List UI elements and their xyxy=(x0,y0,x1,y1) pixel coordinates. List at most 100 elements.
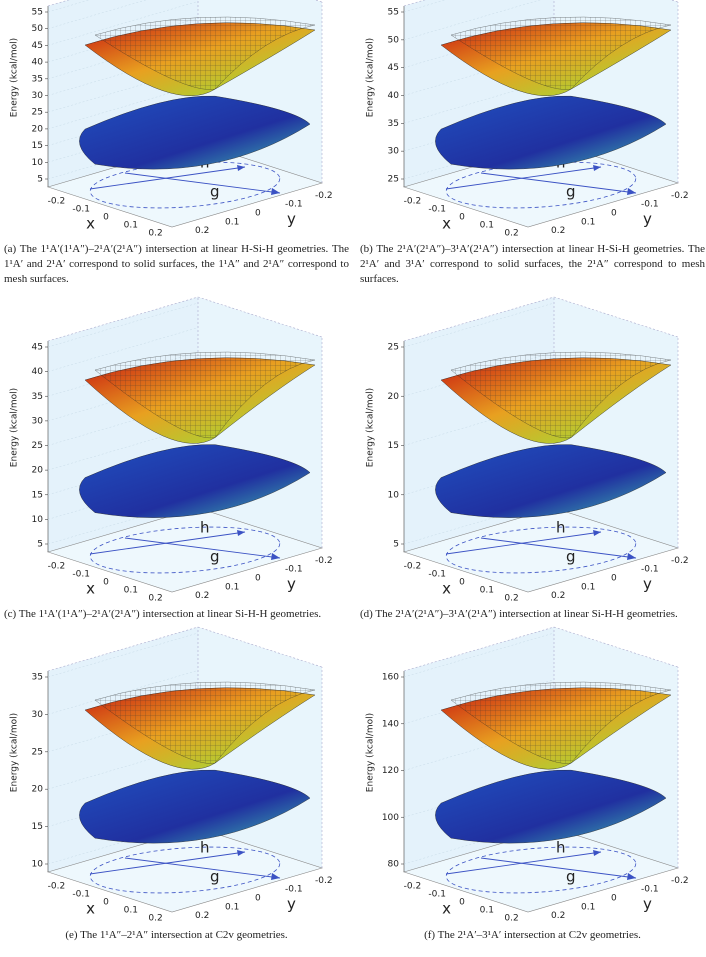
h-vector xyxy=(445,166,602,190)
z-tick-label: 10 xyxy=(32,860,44,870)
y-tick-label: 0.1 xyxy=(581,582,595,592)
box-edge xyxy=(553,626,679,668)
z-tick-label: 5 xyxy=(37,175,43,185)
z-axis-label: Energy (kcal/mol) xyxy=(10,38,20,117)
x-axis-label: x xyxy=(86,899,95,917)
z-tick-label: 20 xyxy=(32,124,44,134)
h-label: h xyxy=(556,839,566,857)
z-axis-label: Energy (kcal/mol) xyxy=(366,38,376,117)
x-tick-label: 0.1 xyxy=(124,221,138,231)
z-tick-label: 55 xyxy=(32,8,43,18)
z-tick-label: 15 xyxy=(388,441,399,451)
h-vector xyxy=(445,851,602,875)
z-tick-label: 45 xyxy=(32,343,43,353)
z-tick-label: 80 xyxy=(388,860,400,870)
z-tick-label: 50 xyxy=(388,35,400,45)
x-tick-label: 0.1 xyxy=(480,906,494,916)
y-tick-label: 0 xyxy=(255,209,261,219)
g-vector xyxy=(480,857,637,879)
arrowhead xyxy=(627,553,636,560)
y-tick-label: 0 xyxy=(611,209,617,219)
y-tick-label: 0.2 xyxy=(551,911,565,921)
x-tick-label: 0 xyxy=(103,898,109,908)
y-tick-label: -0.2 xyxy=(315,876,333,886)
arrowhead xyxy=(237,530,245,536)
branching-circle xyxy=(89,846,281,894)
caption: (c) The 1¹A′(1¹A″)–2¹A′(2¹A″) intersecti… xyxy=(4,608,322,620)
g-label: g xyxy=(210,548,220,566)
x-axis-label: x xyxy=(442,899,451,917)
h-label: h xyxy=(556,519,566,537)
y-tick-label: -0.1 xyxy=(641,200,659,210)
x-tick-label: -0.2 xyxy=(48,197,66,207)
x-axis-label: x xyxy=(86,214,95,232)
branching-circle xyxy=(445,526,637,574)
z-tick-label: 55 xyxy=(388,8,399,18)
y-tick-label: 0.1 xyxy=(225,217,239,227)
y-tick-label: -0.2 xyxy=(671,191,689,201)
x-tick-label: -0.1 xyxy=(428,205,446,215)
g-label: g xyxy=(566,548,576,566)
z-tick-label: 10 xyxy=(32,158,44,168)
z-tick-label: 30 xyxy=(388,147,400,157)
z-tick-label: 10 xyxy=(32,515,44,525)
z-tick-label: 25 xyxy=(32,441,43,451)
z-tick-label: 5 xyxy=(37,540,43,550)
x-tick-label: 0.1 xyxy=(480,586,494,596)
y-tick-label: 0.1 xyxy=(225,902,239,912)
caption: (a) The 1¹A′(1¹A″)–2¹A′(2¹A″) intersecti… xyxy=(4,243,349,285)
y-tick-label: 0.2 xyxy=(195,911,209,921)
g-label: g xyxy=(210,868,220,886)
z-tick-label: 40 xyxy=(32,58,44,68)
caption: (f) The 2¹A′–3¹A′ intersection at C2v ge… xyxy=(424,929,641,941)
arrowhead xyxy=(237,850,245,856)
lower-surface xyxy=(435,444,667,518)
y-axis-label: y xyxy=(643,575,652,593)
lower-surface xyxy=(79,95,311,170)
arrowhead xyxy=(627,188,636,195)
y-axis-label: y xyxy=(643,210,652,228)
z-tick-label: 140 xyxy=(382,719,399,729)
y-axis-label: y xyxy=(643,895,652,913)
h-label: h xyxy=(200,839,210,857)
x-tick-label: -0.1 xyxy=(428,890,446,900)
h-vector xyxy=(89,531,246,555)
arrowhead xyxy=(271,188,280,195)
y-tick-label: -0.2 xyxy=(671,556,689,566)
box-edge xyxy=(197,626,323,668)
z-tick-label: 5 xyxy=(393,540,399,550)
x-tick-label: 0.2 xyxy=(148,594,162,604)
z-tick-label: 15 xyxy=(32,822,43,832)
y-tick-label: 0.1 xyxy=(581,902,595,912)
z-tick-label: 160 xyxy=(382,673,399,683)
z-tick-label: 35 xyxy=(32,392,43,402)
y-tick-label: 0.2 xyxy=(195,226,209,236)
x-tick-label: 0 xyxy=(103,213,109,223)
z-axis-label: Energy (kcal/mol) xyxy=(366,713,376,792)
caption: (b) The 2¹A′(2¹A″)–3¹A′(2¹A″) intersecti… xyxy=(360,243,705,285)
x-tick-label: -0.2 xyxy=(48,882,66,892)
y-tick-label: 0.2 xyxy=(551,591,565,601)
y-axis-label: y xyxy=(287,575,296,593)
upper-mesh xyxy=(450,681,672,764)
y-axis-label: y xyxy=(287,895,296,913)
upper-mesh xyxy=(450,351,672,439)
y-axis-label: y xyxy=(287,210,296,228)
lower-surface xyxy=(435,769,667,844)
z-axis-label: Energy (kcal/mol) xyxy=(366,388,376,467)
y-tick-label: -0.1 xyxy=(641,885,659,895)
x-axis-label: x xyxy=(442,579,451,597)
z-tick-label: 15 xyxy=(32,490,43,500)
upper-mesh xyxy=(450,16,672,90)
x-tick-label: -0.2 xyxy=(48,562,66,572)
upper-mesh xyxy=(94,681,316,764)
y-tick-label: 0.2 xyxy=(551,226,565,236)
lower-surface xyxy=(79,444,311,518)
arrowhead xyxy=(593,530,601,536)
z-tick-label: 20 xyxy=(32,785,44,795)
branching-circle xyxy=(445,846,637,894)
y-tick-label: 0 xyxy=(255,574,261,584)
arrowhead xyxy=(237,165,245,171)
